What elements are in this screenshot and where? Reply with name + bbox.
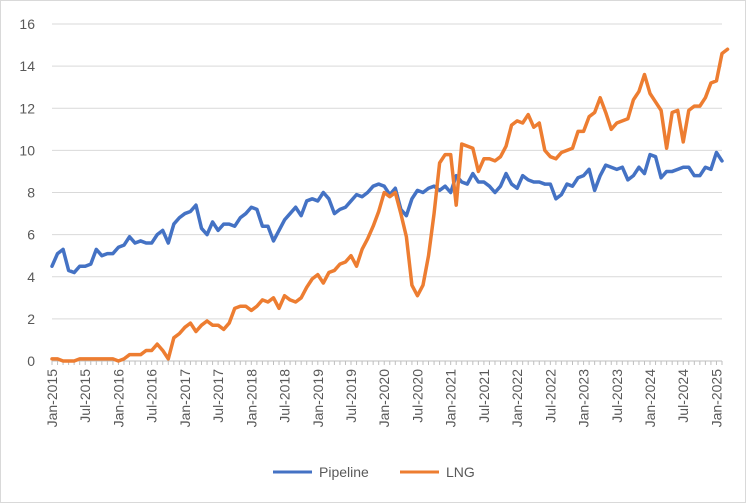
- y-tick-label: 8: [27, 185, 35, 201]
- x-tick-label: Jul-2018: [277, 369, 293, 423]
- x-tick-label: Jul-2020: [409, 369, 425, 423]
- series-line-pipeline: [50, 150, 724, 275]
- x-tick-label: Jul-2015: [77, 369, 93, 423]
- legend: Pipeline LNG: [273, 464, 475, 480]
- legend-label-lng: LNG: [446, 464, 475, 480]
- x-tick-label: Jul-2016: [144, 369, 160, 423]
- x-tick-label: Jan-2016: [110, 369, 126, 428]
- x-tick-label: Jul-2017: [210, 369, 226, 423]
- x-tick-label: Jan-2021: [443, 369, 459, 428]
- x-tick-label: Jan-2020: [376, 369, 392, 428]
- x-tick-label: Jan-2023: [576, 369, 592, 428]
- y-tick-label: 6: [27, 227, 35, 243]
- x-tick-label: Jan-2024: [642, 369, 658, 428]
- x-tick-label: Jan-2015: [44, 369, 60, 428]
- y-tick-label: 10: [19, 142, 35, 158]
- x-tick-label: Jul-2023: [609, 369, 625, 423]
- x-tick-label: Jan-2022: [509, 369, 525, 428]
- gridlines: [52, 23, 722, 320]
- x-tick-label: Jan-2025: [708, 369, 724, 428]
- legend-label-pipeline: Pipeline: [319, 464, 369, 480]
- y-tick-label: 2: [27, 311, 35, 327]
- x-tick-label: Jan-2018: [243, 369, 259, 428]
- x-tick-label: Jul-2019: [343, 369, 359, 423]
- y-tick-label: 16: [19, 16, 35, 32]
- x-tick-label: Jan-2019: [310, 369, 326, 428]
- x-tick-label: Jul-2022: [542, 369, 558, 423]
- y-tick-label: 0: [27, 353, 35, 369]
- axes: 0 2 4 6 8 10 12 14 16 Jan-2015 Jul-2015 Jan-2016 Jul…: [19, 16, 724, 427]
- series-lines: [50, 47, 730, 363]
- x-tick-label: Jan-2017: [177, 369, 193, 428]
- y-tick-label: 12: [19, 100, 35, 116]
- y-tick-label: 4: [27, 269, 35, 285]
- y-tick-label: 14: [19, 58, 35, 74]
- x-tick-label: Jul-2024: [675, 369, 691, 423]
- series-line-lng: [50, 47, 730, 363]
- x-tick-label: Jul-2021: [476, 369, 492, 423]
